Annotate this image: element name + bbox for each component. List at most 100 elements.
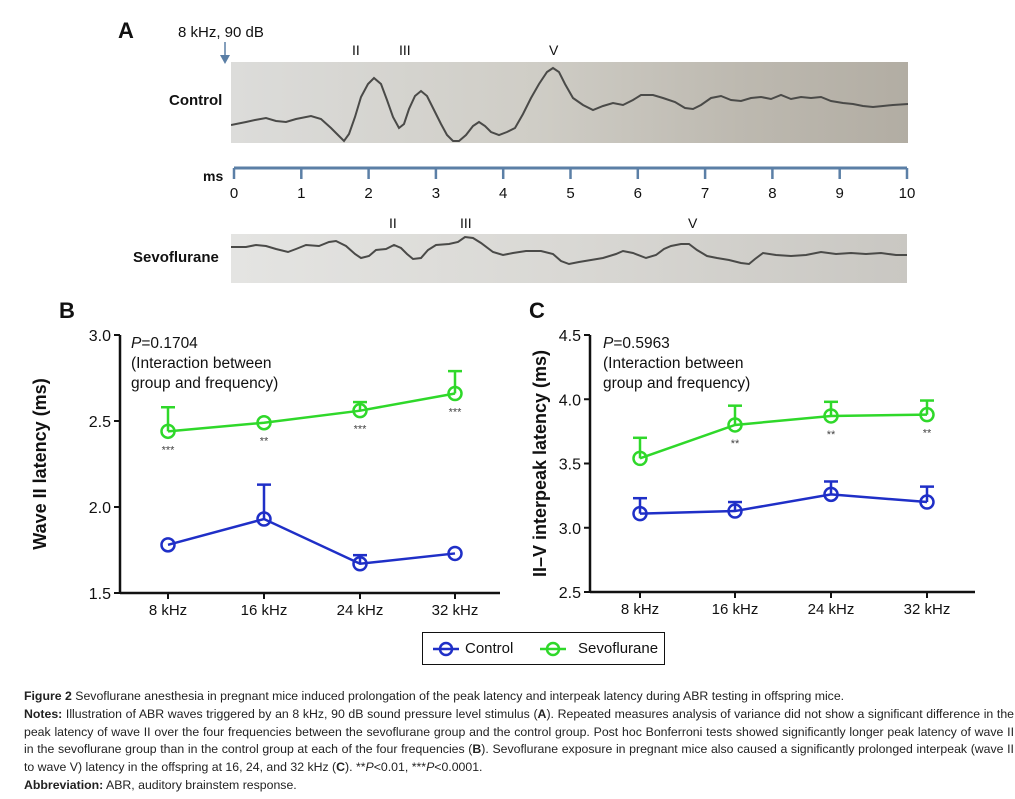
ms-tick-label: 3 [431, 185, 441, 202]
series-control [160, 483, 463, 572]
x-tick-label: 16 kHz [712, 601, 759, 618]
y-tick-label: 3.5 [559, 457, 581, 474]
caption-notes-text: ). Sevoflurane exposure in pregnant mice… [24, 742, 1014, 775]
figure-caption: Figure 2 Sevoflurane anesthesia in pregn… [24, 688, 1014, 795]
data-point [919, 494, 935, 510]
ms-axis [232, 166, 909, 179]
caption-abbrev-text: ABR, auditory brainstem response. [103, 777, 297, 792]
sevo-trace-line [231, 235, 907, 266]
x-tick-label: 32 kHz [432, 602, 479, 619]
data-point [632, 505, 648, 522]
series-line [167, 517, 456, 566]
sevo-wave-label-v: V [688, 215, 698, 231]
legend-sevo-marker-icon [540, 641, 566, 656]
ms-tick-label: 1 [297, 185, 306, 202]
x-tick-label: 24 kHz [337, 602, 384, 619]
legend-control-marker-icon [433, 641, 459, 656]
panel-a-letter: A [118, 18, 134, 43]
significance-marker: ** [827, 429, 836, 441]
caption-notes-text: ). Repeated measures analysis of varianc… [24, 706, 1015, 757]
legend-item-control: Control [433, 640, 513, 657]
x-tick-label: 8 kHz [621, 601, 659, 618]
series-line [167, 392, 456, 433]
ms-tick-label: 5 [566, 185, 575, 202]
annotation-line: group and frequency) [131, 375, 278, 392]
significance-marker: *** [449, 406, 463, 418]
caption-notes-text: Illustration of ABR waves triggered by a… [62, 706, 538, 721]
sevo-wave-label-ii: II [389, 215, 397, 231]
data-point [919, 406, 935, 423]
annotation-line: (Interaction between [603, 355, 743, 372]
series-sevoflurane: *********** [160, 369, 463, 456]
control-wave-label-v: V [549, 42, 559, 58]
caption-abbreviation: Abbreviation: ABR, auditory brainstem re… [24, 777, 1014, 795]
control-wave-label-iii: III [399, 42, 411, 58]
caption-p-symbol: P [426, 760, 435, 775]
control-trace-label: Control [169, 92, 223, 109]
legend-sevo-label: Sevoflurane [578, 640, 659, 657]
caption-p-symbol: P [365, 760, 374, 775]
y-tick-label: 2.0 [89, 500, 111, 517]
significance-marker: ** [260, 436, 269, 448]
caption-notes-text: <0.01, *** [373, 760, 427, 775]
data-point [823, 486, 839, 503]
data-point [447, 385, 463, 402]
caption-notes-text: <0.0001. [434, 760, 483, 775]
chart-b: 1.5 2.0 2.5 3.0 8 kHz 16 kHz 24 kHz 32 kHz Wave … [30, 328, 500, 619]
chart-c: 2.5 3.0 3.5 4.0 4.5 8 kHz 16 kHz 24 kHz 32 kHz II… [530, 328, 975, 618]
charts-svg: 1.5 2.0 2.5 3.0 8 kHz 16 kHz 24 kHz 32 kHz Wave … [30, 328, 975, 619]
y-tick-label: 1.5 [89, 586, 111, 603]
legend-item-sevoflurane: Sevoflurane [540, 640, 658, 657]
ms-tick-label: 4 [499, 185, 508, 202]
legend: Control Sevoflurane [422, 632, 665, 665]
data-point [160, 423, 176, 440]
y-tick-label: 3.0 [89, 328, 111, 345]
significance-marker: ** [731, 438, 740, 450]
y-tick-label: 2.5 [89, 414, 111, 431]
data-point [447, 545, 463, 562]
stimulus-label: 8 kHz, 90 dB [178, 24, 264, 41]
data-point [352, 402, 368, 419]
x-tick-label: 24 kHz [808, 601, 855, 618]
y-tick-label: 4.0 [559, 392, 581, 409]
y-tick-label: 3.0 [559, 521, 581, 538]
control-trace-line [231, 66, 908, 143]
ms-tick-label: 6 [633, 185, 642, 202]
series-line [639, 413, 928, 460]
ms-tick-label: 7 [700, 185, 710, 202]
ms-tick-label: 9 [835, 185, 844, 202]
control-wave-label-ii: II [352, 42, 360, 58]
significance-marker: *** [354, 424, 368, 436]
y-tick-label: 2.5 [559, 585, 581, 602]
caption-ref-a: A [537, 706, 547, 721]
x-tick-label: 16 kHz [241, 602, 288, 619]
y-tick-label: 4.5 [559, 328, 581, 345]
data-point [727, 503, 743, 519]
y-axis-label: II–V interpeak latency (ms) [530, 350, 550, 577]
sevo-abr-trace [231, 234, 907, 283]
sevo-trace-label: Sevoflurane [133, 249, 219, 266]
data-point [352, 556, 368, 572]
sevo-wave-label-iii: III [460, 215, 472, 231]
control-trace-background [231, 62, 908, 143]
caption-ref-c: C [336, 760, 346, 775]
ms-tick-label: 10 [898, 185, 916, 202]
annotation-line: group and frequency) [603, 375, 750, 392]
caption-figure-label: Figure 2 [24, 689, 72, 703]
ms-tick-label: 8 [768, 185, 777, 202]
data-point [256, 511, 272, 527]
panel-c-letter: C [529, 298, 545, 323]
caption-ref-b: B [472, 742, 482, 757]
sevo-trace-background [231, 234, 907, 283]
significance-marker: *** [162, 444, 176, 456]
caption-abbrev-label: Abbreviation: [24, 777, 104, 792]
significance-marker: ** [923, 428, 932, 440]
data-point [632, 450, 648, 467]
stimulus-arrow-icon [220, 42, 230, 64]
data-point [160, 537, 176, 553]
p-value-annotation: P=0.1704 [131, 335, 198, 352]
ms-tick-label: 0 [229, 185, 239, 202]
panel-b-letter: B [59, 298, 75, 323]
ms-axis-label: ms [203, 168, 224, 184]
annotation-line: (Interaction between [131, 355, 271, 372]
